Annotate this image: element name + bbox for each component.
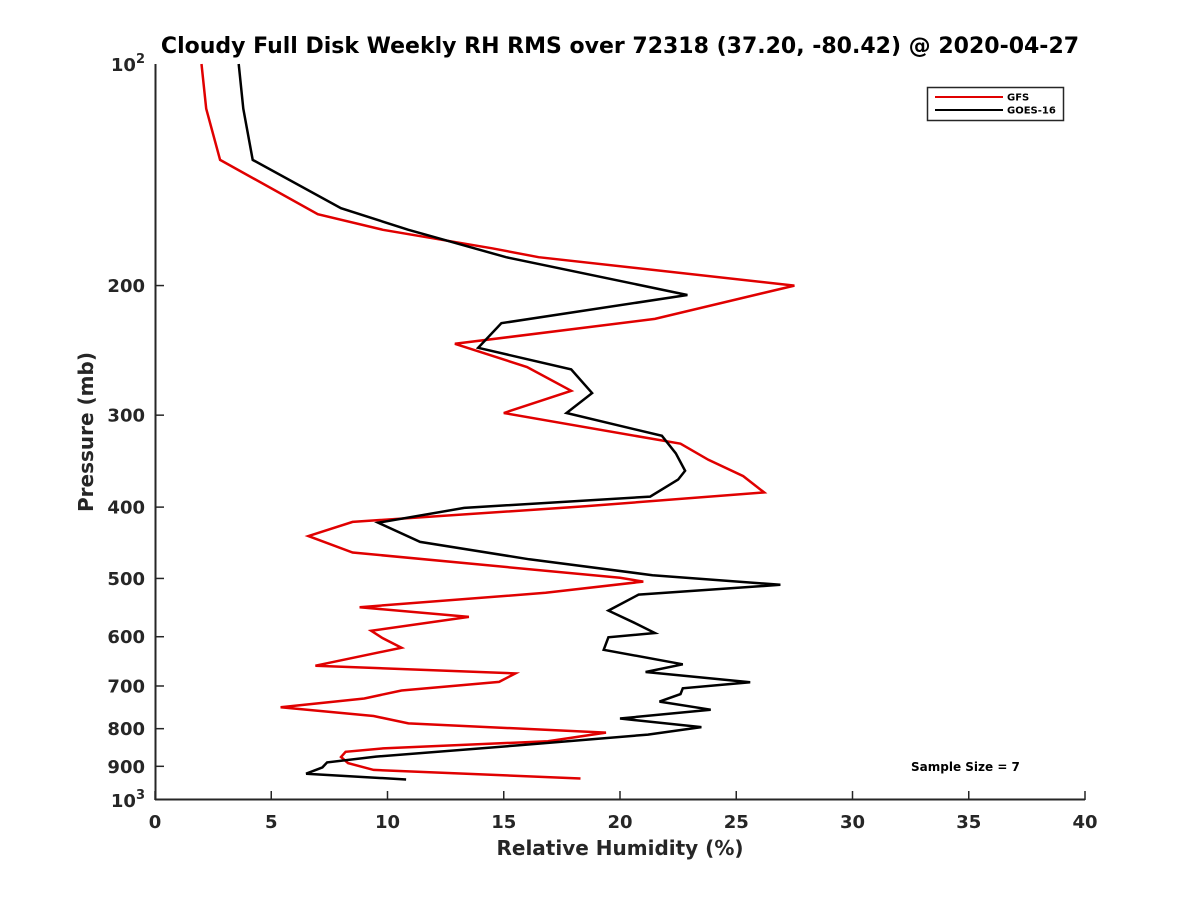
x-tick-label: 20 xyxy=(607,812,632,833)
y-tick-label-power: 103 xyxy=(111,788,145,812)
sample-size-annotation: Sample Size = 7 xyxy=(911,760,1020,774)
legend-label-goes16: GOES-16 xyxy=(1007,106,1056,117)
series-line-goes16 xyxy=(237,63,781,781)
x-tick-label: 35 xyxy=(956,812,981,833)
y-tick-label: 700 xyxy=(107,676,145,697)
x-axis-label: Relative Humidity (%) xyxy=(496,836,743,860)
y-tick-label: 800 xyxy=(107,719,145,740)
y-tick-label: 600 xyxy=(107,627,145,648)
x-tick-label: 25 xyxy=(724,812,749,833)
x-tick-label: 40 xyxy=(1072,812,1097,833)
legend: GFS GOES-16 xyxy=(926,86,1065,122)
y-tick-label: 400 xyxy=(107,498,145,519)
x-tick-label: 10 xyxy=(375,812,400,833)
legend-box xyxy=(926,86,1065,122)
x-tick-label: 30 xyxy=(840,812,865,833)
x-tick-label: 0 xyxy=(149,812,162,833)
series-layer xyxy=(200,63,795,781)
y-axis-label: Pressure (mb) xyxy=(74,352,98,512)
y-tick-label-power: 102 xyxy=(111,52,145,76)
legend-label-gfs: GFS xyxy=(1007,93,1029,104)
series-line-gfs xyxy=(200,63,795,780)
x-ticks: 0 5 10 15 20 25 30 35 40 xyxy=(149,791,1098,833)
chart-title: Cloudy Full Disk Weekly RH RMS over 7231… xyxy=(161,34,1079,59)
y-ticks: 200 300 400 500 600 700 800 900 102 103 xyxy=(107,52,164,812)
y-tick-label: 200 xyxy=(107,276,145,297)
y-tick-label: 500 xyxy=(107,569,145,590)
y-tick-label: 900 xyxy=(107,757,145,778)
x-tick-label: 5 xyxy=(265,812,278,833)
x-tick-label: 15 xyxy=(491,812,516,833)
y-tick-label: 300 xyxy=(107,406,145,427)
